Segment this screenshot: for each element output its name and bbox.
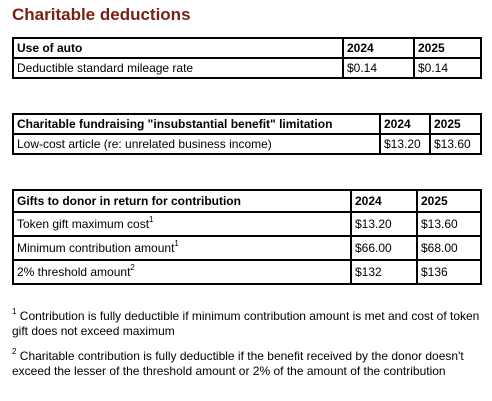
page-title: Charitable deductions	[12, 5, 191, 24]
footnote-marker: 1	[174, 239, 179, 248]
column-header-2025: 2025	[414, 38, 481, 58]
row-label: Minimum contribution amount1	[13, 236, 351, 260]
row-label-text: Minimum contribution amount	[17, 241, 175, 255]
use-of-auto-table: Use of auto 2024 2025 Deductible standar…	[12, 37, 482, 79]
column-header-2025: 2025	[430, 114, 481, 134]
value-2024: $132	[351, 260, 417, 284]
column-header: Use of auto	[13, 38, 343, 58]
fundraising-limitation-table: Charitable fundraising "insubstantial be…	[12, 113, 482, 155]
table-row: Low-cost article (re: unrelated business…	[13, 134, 481, 154]
table-header-row: Use of auto 2024 2025	[13, 38, 481, 58]
row-label-text: 2% threshold amount	[17, 265, 131, 279]
footnote-1: 1 Contribution is fully deductible if mi…	[12, 307, 487, 339]
column-header-2025: 2025	[417, 190, 481, 212]
value-2025: $13.60	[430, 134, 481, 154]
footnote-marker: 1	[12, 307, 17, 316]
table-header-row: Charitable fundraising "insubstantial be…	[13, 114, 481, 134]
value-2024: $13.20	[351, 212, 417, 236]
value-2025: $68.00	[417, 236, 481, 260]
column-header-2024: 2024	[343, 38, 414, 58]
table-row: Token gift maximum cost1 $13.20 $13.60	[13, 212, 481, 236]
gifts-to-donor-table: Gifts to donor in return for contributio…	[12, 189, 482, 285]
footnote-text: Contribution is fully deductible if mini…	[12, 309, 480, 338]
table-row: 2% threshold amount2 $132 $136	[13, 260, 481, 284]
column-header-2024: 2024	[351, 190, 417, 212]
column-header: Gifts to donor in return for contributio…	[13, 190, 351, 212]
column-header: Charitable fundraising "insubstantial be…	[13, 114, 380, 134]
footnote-marker: 2	[130, 263, 135, 272]
footnote-2: 2 Charitable contribution is fully deduc…	[12, 347, 487, 379]
row-label-text: Token gift maximum cost	[17, 217, 150, 231]
value-2024: $0.14	[343, 58, 414, 78]
footnote-marker: 2	[12, 347, 17, 356]
table-row: Deductible standard mileage rate $0.14 $…	[13, 58, 481, 78]
table-header-row: Gifts to donor in return for contributio…	[13, 190, 481, 212]
footnote-marker: 1	[149, 215, 154, 224]
table-row: Minimum contribution amount1 $66.00 $68.…	[13, 236, 481, 260]
value-2024: $13.20	[380, 134, 430, 154]
row-label: 2% threshold amount2	[13, 260, 351, 284]
row-label: Token gift maximum cost1	[13, 212, 351, 236]
value-2025: $0.14	[414, 58, 481, 78]
value-2024: $66.00	[351, 236, 417, 260]
row-label: Deductible standard mileage rate	[13, 58, 343, 78]
value-2025: $13.60	[417, 212, 481, 236]
row-label: Low-cost article (re: unrelated business…	[13, 134, 380, 154]
footnote-text: Charitable contribution is fully deducti…	[12, 349, 464, 378]
value-2025: $136	[417, 260, 481, 284]
column-header-2024: 2024	[380, 114, 430, 134]
